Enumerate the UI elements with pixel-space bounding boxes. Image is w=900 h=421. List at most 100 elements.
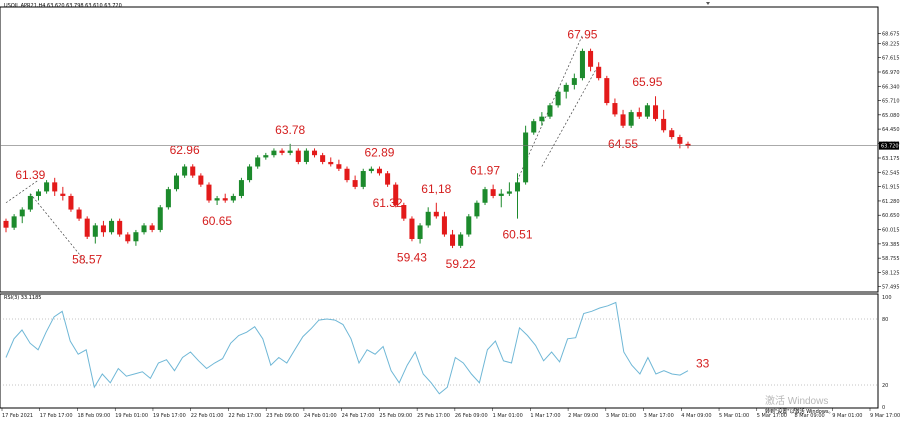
candle[interactable] [669,127,675,140]
candle[interactable] [523,125,529,185]
candle[interactable] [157,205,163,233]
candle[interactable] [100,220,106,237]
candle[interactable] [401,202,407,221]
candle[interactable] [506,182,512,196]
candle[interactable] [612,98,618,117]
candle[interactable] [450,229,456,249]
candle[interactable] [141,223,147,235]
candle[interactable] [563,82,569,99]
candle[interactable] [52,177,58,196]
candle[interactable] [238,177,244,199]
candle[interactable] [482,186,488,206]
candle[interactable] [247,164,253,183]
candle[interactable] [173,173,180,192]
candle[interactable] [539,112,545,126]
candle[interactable] [555,89,561,108]
pane-divider-arrow-icon[interactable] [706,2,710,5]
candle[interactable] [19,207,25,224]
candle[interactable] [376,166,382,176]
candle-body [149,225,155,230]
candle[interactable] [579,48,585,81]
candle[interactable] [279,148,285,156]
price-tick-label: 65.710 [882,99,900,105]
candle-body [685,143,691,146]
candle[interactable] [588,48,594,72]
candle[interactable] [312,148,318,158]
candle[interactable] [677,134,683,149]
candle[interactable] [385,171,391,187]
candle[interactable] [68,193,74,212]
candle[interactable] [182,164,188,178]
candle[interactable] [596,62,602,81]
candle[interactable] [206,182,212,203]
candle[interactable] [214,195,220,206]
rsi-tick-label: 100 [882,295,892,301]
candle[interactable] [336,159,342,172]
candle[interactable] [360,168,366,190]
candle[interactable] [125,232,131,244]
candle[interactable] [44,180,50,194]
candle[interactable] [117,218,123,237]
candle[interactable] [263,152,269,160]
candle[interactable] [425,207,431,228]
candle[interactable] [92,223,98,244]
candle[interactable] [466,214,472,237]
candle[interactable] [352,175,358,190]
candle[interactable] [133,229,139,246]
rsi-tick-label: 0 [882,405,885,411]
price-pane[interactable] [0,6,879,293]
candle[interactable] [498,189,504,208]
trendline[interactable] [541,64,599,167]
candle[interactable] [368,166,374,174]
candle[interactable] [458,232,464,249]
candle-body [52,182,58,192]
candle[interactable] [198,173,204,187]
candle[interactable] [344,166,350,183]
rsi-line [5,301,689,395]
candle[interactable] [417,223,423,244]
trendline[interactable] [517,34,583,181]
candle[interactable] [409,216,415,242]
candle[interactable] [547,103,553,119]
candle[interactable] [628,109,634,128]
candle[interactable] [328,157,334,167]
candle[interactable] [636,107,642,119]
candle[interactable] [653,96,659,122]
trendline[interactable] [5,179,39,204]
rsi-pane[interactable] [0,293,879,409]
candle[interactable] [149,223,155,233]
candle[interactable] [685,141,691,149]
candle[interactable] [11,214,17,230]
candle[interactable] [3,218,9,233]
candle[interactable] [620,109,626,128]
candle[interactable] [165,186,171,210]
watermark-line1: 激活 Windows [765,394,828,407]
candle[interactable] [490,184,496,199]
candle[interactable] [441,211,447,237]
candle[interactable] [190,164,196,178]
candle-body [588,50,594,67]
candle[interactable] [222,193,228,203]
candle[interactable] [393,182,399,208]
candle[interactable] [60,186,66,201]
candle[interactable] [661,109,667,133]
candle[interactable] [255,155,261,169]
candle[interactable] [571,73,577,90]
candle[interactable] [271,148,277,158]
candle[interactable] [295,148,301,165]
candle[interactable] [76,207,82,221]
candle[interactable] [35,189,41,201]
candle[interactable] [474,200,480,219]
candle[interactable] [531,118,537,135]
candle[interactable] [303,148,309,165]
candle[interactable] [230,193,236,203]
candle[interactable] [433,202,439,219]
candle[interactable] [604,75,610,106]
candle[interactable] [27,193,33,212]
candle[interactable] [320,152,326,165]
candle[interactable] [109,218,115,235]
trendline[interactable] [30,193,88,265]
candle[interactable] [84,216,90,240]
candle[interactable] [644,103,650,119]
candle[interactable] [514,173,521,219]
